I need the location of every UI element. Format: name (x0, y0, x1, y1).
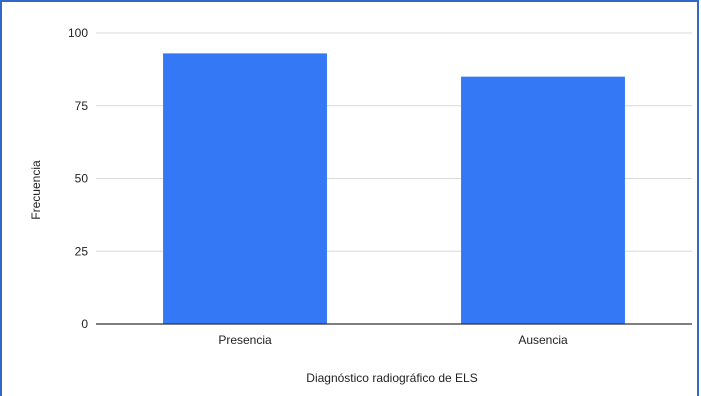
x-tick-label-ausencia: Ausencia (518, 333, 568, 347)
y-tick-label-0: 0 (81, 317, 88, 331)
x-tick-label-presencia: Presencia (218, 333, 272, 347)
bar-presencia (163, 53, 327, 325)
y-axis-title: Frecuencia (29, 160, 43, 220)
x-axis-title: Diagnóstico radiográfico de ELS (306, 371, 477, 385)
y-tick-label-100: 100 (68, 26, 88, 40)
y-tick-label-50: 50 (75, 172, 89, 186)
y-tick-label-75: 75 (75, 99, 89, 113)
bar-ausencia (461, 76, 625, 325)
tick-labels: 0 25 50 75 100 Presencia Ausencia (68, 26, 568, 347)
y-tick-label-25: 25 (75, 244, 89, 258)
bars (163, 53, 625, 325)
